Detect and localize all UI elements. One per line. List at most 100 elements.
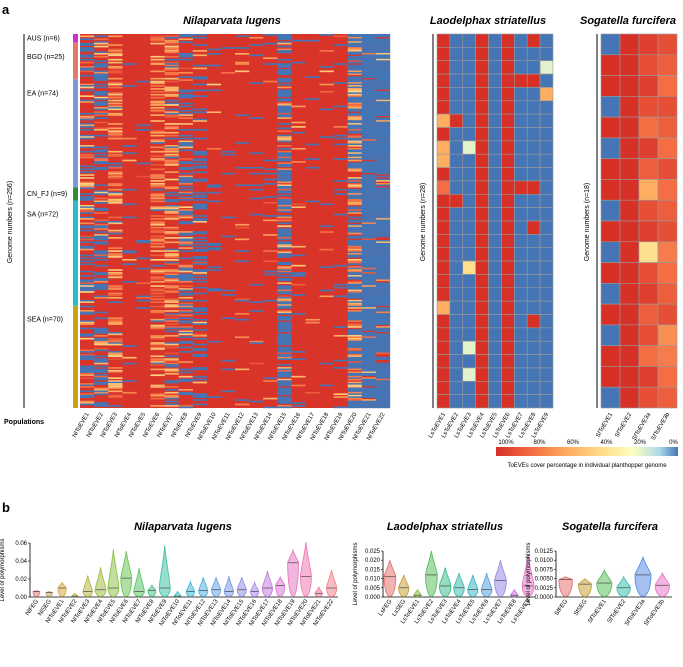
ls-heatmap-cell: [501, 87, 515, 102]
sf-heatmap-cell: [600, 158, 621, 180]
nl-violin: [82, 575, 93, 597]
heatmap-cell: [347, 336, 363, 339]
ls-heatmap-cell: [449, 140, 464, 155]
heatmap-cell: [122, 251, 137, 254]
heatmap-cell: [249, 310, 264, 312]
ls-heatmap-cell: [539, 47, 554, 62]
legend-tick-label: 100%: [498, 440, 514, 446]
heatmap-cell: [108, 351, 123, 353]
heatmap-cell: [277, 267, 292, 270]
ls-heatmap-cell: [462, 220, 476, 235]
heatmap-cell: [333, 286, 348, 289]
ls-heatmap-cell: [539, 247, 554, 262]
heatmap-cell: [361, 74, 377, 77]
heatmap-cell: [305, 200, 320, 203]
heatmap-cell: [178, 289, 193, 292]
heatmap-cell: [206, 340, 222, 343]
heatmap-cell: [375, 399, 391, 401]
heatmap-cell: [347, 375, 363, 378]
heatmap-cell: [178, 134, 193, 137]
heatmap-cell: [192, 221, 208, 223]
heatmap-cell: [164, 93, 179, 96]
heatmap-cell: [277, 51, 292, 54]
heatmap-cell: [347, 283, 363, 286]
heatmap-cell: [80, 320, 95, 323]
heatmap-cell: [94, 378, 109, 381]
heatmap-cell: [80, 38, 95, 41]
heatmap-cell: [375, 76, 391, 79]
heatmap-cell: [375, 225, 391, 228]
heatmap-cell: [136, 162, 151, 165]
heatmap-cell: [347, 361, 363, 363]
heatmap-cell: [263, 168, 278, 171]
ls-heatmap-cell: [475, 274, 489, 289]
sf-heatmap-cell: [600, 137, 621, 159]
heatmap-cell: [136, 295, 151, 298]
heatmap-cell: [375, 79, 391, 81]
heatmap-cell: [347, 150, 363, 153]
heatmap-cell: [150, 242, 165, 245]
heatmap-cell: [347, 85, 363, 87]
heatmap-cell: [347, 180, 363, 182]
heatmap-cell: [277, 358, 292, 360]
heatmap-cell: [347, 403, 363, 406]
ls-violin: [425, 550, 438, 597]
nl-y-tick-label: 0.02: [15, 577, 27, 583]
heatmap-cell: [192, 321, 208, 324]
heatmap-cell: [375, 372, 391, 375]
heatmap-cell: [361, 345, 377, 347]
heatmap-cell: [206, 200, 222, 203]
sf-heatmap-cell: [657, 75, 678, 97]
heatmap-cell: [375, 133, 391, 136]
heatmap-cell: [150, 185, 165, 188]
heatmap-cell: [150, 226, 165, 229]
heatmap-cell: [375, 223, 391, 226]
heatmap-cell: [108, 95, 123, 98]
heatmap-cell: [361, 209, 377, 211]
heatmap-cell: [361, 244, 377, 247]
heatmap-cell: [375, 210, 391, 213]
heatmap-cell: [361, 190, 377, 192]
heatmap-cell: [361, 239, 377, 242]
heatmap-cell: [347, 320, 363, 323]
ls-heatmap-cell: [449, 380, 464, 395]
heatmap-cell: [94, 45, 109, 48]
heatmap-cell: [375, 352, 391, 355]
heatmap-cell: [305, 39, 320, 42]
heatmap-cell: [375, 48, 391, 51]
ls-heatmap-cell: [488, 60, 502, 75]
heatmap-cell: [108, 77, 123, 80]
heatmap-cell: [80, 123, 95, 125]
heatmap-cell: [192, 263, 208, 266]
heatmap-cell: [164, 187, 179, 190]
ls-heatmap-cell: [501, 274, 515, 289]
heatmap-cell: [361, 152, 377, 154]
heatmap-cell: [94, 237, 109, 239]
heatmap-cell: [192, 159, 208, 162]
heatmap-cell: [178, 340, 193, 343]
heatmap-cell: [347, 323, 363, 325]
heatmap-cell: [235, 166, 250, 169]
heatmap-cell: [361, 54, 377, 57]
heatmap-cell: [361, 137, 377, 140]
sf-heatmap-cell: [600, 303, 621, 326]
heatmap-cell: [361, 364, 377, 366]
heatmap-cell: [375, 42, 391, 45]
heatmap-cell: [347, 114, 363, 117]
heatmap-cell: [375, 197, 391, 200]
ls-heatmap-cell: [488, 140, 502, 155]
heatmap-cell: [277, 89, 292, 92]
heatmap-cell: [361, 320, 377, 323]
ls-ylabel: Genome numbers (n=28): [420, 183, 427, 261]
heatmap-cell: [80, 260, 95, 263]
sf-category-label: SfToEVE2: [607, 598, 628, 624]
heatmap-cell: [361, 406, 377, 409]
heatmap-cell: [375, 279, 391, 282]
ls-heatmap-cell: [514, 207, 528, 222]
heatmap-cell: [206, 248, 222, 251]
heatmap-cell: [164, 381, 179, 384]
heatmap-cell: [178, 311, 193, 314]
heatmap-cell: [361, 143, 377, 146]
heatmap-cell: [361, 403, 377, 406]
heatmap-cell: [178, 89, 193, 92]
